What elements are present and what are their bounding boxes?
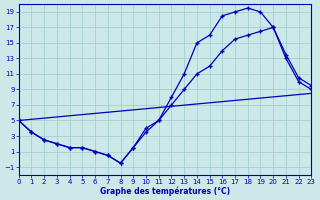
X-axis label: Graphe des températures (°C): Graphe des températures (°C) — [100, 186, 230, 196]
